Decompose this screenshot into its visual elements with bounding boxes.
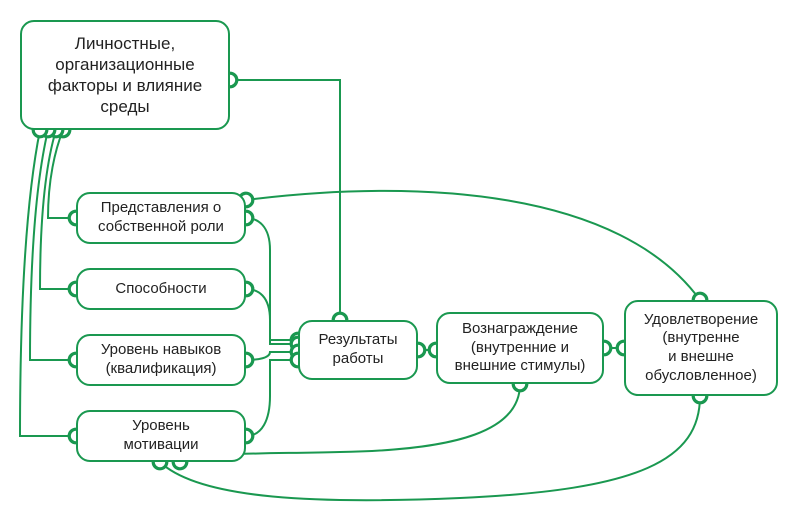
node-role: Представления особственной роли: [76, 192, 246, 244]
edge-motivation-to-results: [246, 360, 298, 436]
edge-factors-to-abilities: [40, 130, 76, 289]
node-skills: Уровень навыков(квалификация): [76, 334, 246, 386]
node-satisfaction: Удовлетворение(внутреннеи внешнеобусловл…: [624, 300, 778, 396]
node-factors: Личностные,организационныефакторы и влия…: [20, 20, 230, 130]
edge-skills-to-results: [246, 352, 298, 360]
edge-factors-to-role: [48, 130, 76, 218]
edge-factors-to-motivation: [20, 130, 76, 436]
edge-abilities-to-results: [246, 289, 298, 344]
edge-factors-to-results: [230, 80, 340, 320]
edge-role-to-results: [246, 218, 298, 340]
edge-factors-to-skills: [30, 130, 76, 360]
node-motivation: Уровеньмотивации: [76, 410, 246, 462]
node-results: Результатыработы: [298, 320, 418, 380]
diagram-stage: Личностные,организационныефакторы и влия…: [0, 0, 790, 528]
node-reward: Вознаграждение(внутренние ивнешние стиму…: [436, 312, 604, 384]
node-abilities: Способности: [76, 268, 246, 310]
edge-role-to-satisfaction: [246, 191, 700, 300]
